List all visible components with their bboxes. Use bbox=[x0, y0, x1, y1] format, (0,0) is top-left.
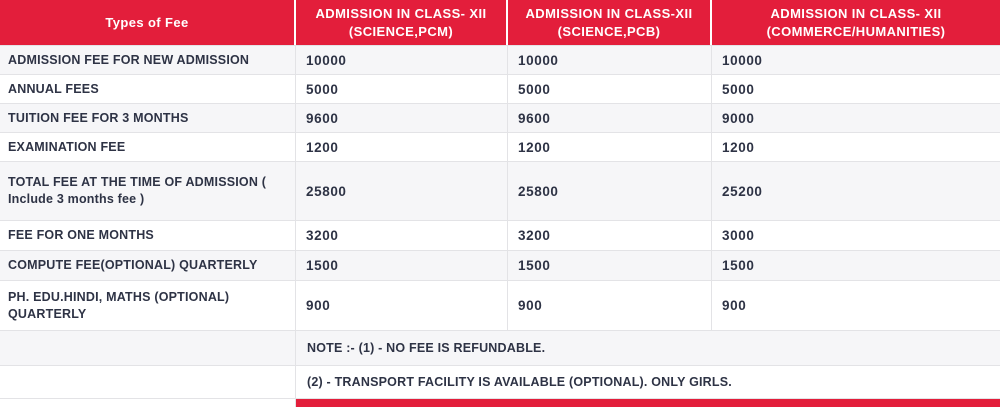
fee-type-cell: TOTAL FEE AT THE TIME OF ADMISSION ( Inc… bbox=[0, 162, 296, 220]
table-row: TUITION FEE FOR 3 MONTHS 9600 9600 9000 bbox=[0, 104, 1000, 133]
table-row: TOTAL FEE AT THE TIME OF ADMISSION ( Inc… bbox=[0, 162, 1000, 221]
header-label-line1: ADMISSION IN CLASS- XII bbox=[315, 5, 487, 21]
fee-value-pcb: 3200 bbox=[508, 221, 712, 250]
empty-cell bbox=[0, 399, 296, 407]
table-row: ANNUAL FEES 5000 5000 5000 bbox=[0, 75, 1000, 104]
fee-type-cell: TUITION FEE FOR 3 MONTHS bbox=[0, 104, 296, 132]
table-row: ADMISSION FEE FOR NEW ADMISSION 10000 10… bbox=[0, 46, 1000, 75]
fee-value-commerce: 5000 bbox=[722, 81, 755, 97]
fee-value-commerce: 1500 bbox=[722, 258, 755, 273]
fee-value-pcm: 5000 bbox=[296, 75, 508, 103]
empty-cell bbox=[0, 366, 296, 398]
fee-value-pcm: 3200 bbox=[296, 221, 508, 250]
fee-value-commerce: 10000 bbox=[722, 52, 763, 68]
fee-value-commerce: 25200 bbox=[722, 183, 763, 199]
fee-type-cell: PH. EDU.HINDI, MATHS (OPTIONAL) QUARTERL… bbox=[0, 281, 296, 330]
fee-value-pcb: 5000 bbox=[508, 75, 712, 103]
header-label-line1: ADMISSION IN CLASS- XII bbox=[770, 5, 942, 21]
fee-value-pcb: 10000 bbox=[508, 46, 712, 74]
fee-type-cell: COMPUTE FEE(OPTIONAL) QUARTERLY bbox=[0, 251, 296, 280]
fee-type-cell: EXAMINATION FEE bbox=[0, 133, 296, 161]
header-label-line2: (SCIENCE,PCM) bbox=[348, 23, 454, 39]
empty-cell bbox=[0, 331, 296, 365]
table-row: EXAMINATION FEE 1200 1200 1200 bbox=[0, 133, 1000, 162]
header-label-line2: (SCIENCE,PCB) bbox=[557, 23, 661, 39]
header-label-line2: (COMMERCE/HUMANITIES) bbox=[766, 23, 946, 39]
table-header-row: Types of Fee ADMISSION IN CLASS- XII (SC… bbox=[0, 0, 1000, 46]
red-header-strip bbox=[296, 399, 1000, 407]
fee-type-cell: FEE FOR ONE MONTHS bbox=[0, 221, 296, 250]
fee-value-pcm: 1200 bbox=[296, 133, 508, 161]
fee-value-pcm: 10000 bbox=[296, 46, 508, 74]
fee-value-commerce: 900 bbox=[722, 298, 747, 313]
fee-value-pcb: 9600 bbox=[508, 104, 712, 132]
fee-value-pcm: 25800 bbox=[296, 162, 508, 220]
table-row: FEE FOR ONE MONTHS 3200 3200 3000 bbox=[0, 221, 1000, 251]
fee-value-pcb: 900 bbox=[508, 281, 712, 330]
fee-value-pcb: 25800 bbox=[508, 162, 712, 220]
fee-type-cell: ANNUAL FEES bbox=[0, 75, 296, 103]
fee-value-commerce: 9000 bbox=[722, 110, 755, 126]
fee-value-pcm: 900 bbox=[296, 281, 508, 330]
next-section-header-strip bbox=[0, 399, 1000, 407]
note-row: NOTE :- (1) - NO FEE IS REFUNDABLE. bbox=[0, 331, 1000, 366]
fee-value-pcb: 1500 bbox=[508, 251, 712, 280]
header-label: Types of Fee bbox=[105, 14, 189, 30]
header-label-line1: ADMISSION IN CLASS-XII bbox=[525, 5, 693, 21]
note-row: (2) - TRANSPORT FACILITY IS AVAILABLE (O… bbox=[0, 366, 1000, 399]
fee-value-commerce: 1200 bbox=[722, 139, 755, 155]
fee-value-pcb: 1200 bbox=[508, 133, 712, 161]
header-class12-science-pcb: ADMISSION IN CLASS-XII (SCIENCE,PCB) bbox=[508, 0, 712, 45]
header-class12-commerce-humanities: ADMISSION IN CLASS- XII (COMMERCE/HUMANI… bbox=[712, 0, 1000, 45]
fee-value-pcm: 9600 bbox=[296, 104, 508, 132]
table-row: PH. EDU.HINDI, MATHS (OPTIONAL) QUARTERL… bbox=[0, 281, 1000, 331]
fee-value-pcm: 1500 bbox=[296, 251, 508, 280]
table-row: COMPUTE FEE(OPTIONAL) QUARTERLY 1500 150… bbox=[0, 251, 1000, 281]
fee-type-cell: ADMISSION FEE FOR NEW ADMISSION bbox=[0, 46, 296, 74]
header-class12-science-pcm: ADMISSION IN CLASS- XII (SCIENCE,PCM) bbox=[296, 0, 508, 45]
fee-value-commerce: 3000 bbox=[722, 228, 755, 243]
header-types-of-fee: Types of Fee bbox=[0, 0, 296, 45]
note-text-refundable: NOTE :- (1) - NO FEE IS REFUNDABLE. bbox=[307, 341, 546, 355]
note-text-transport: (2) - TRANSPORT FACILITY IS AVAILABLE (O… bbox=[307, 375, 732, 389]
